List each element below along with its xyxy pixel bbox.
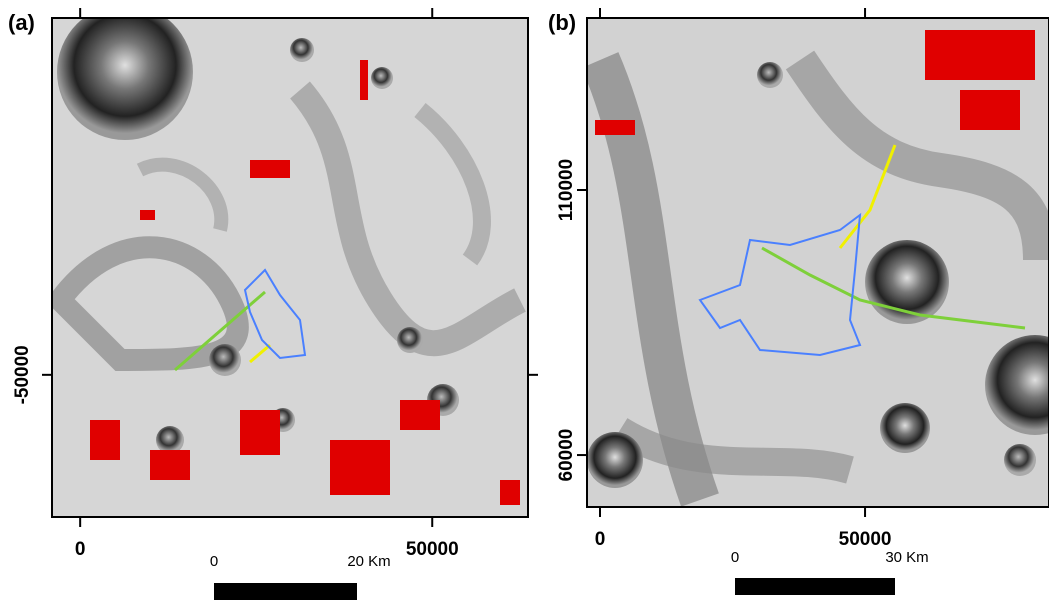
- y-tick-label: -50000: [12, 345, 33, 404]
- x-tick-label: 0: [595, 529, 606, 550]
- scale-bar: [214, 583, 357, 600]
- terrain-b: [587, 18, 1049, 507]
- panel-label: (a): [8, 10, 35, 35]
- scale-bar: [735, 578, 895, 595]
- terrain-a: [52, 4, 528, 517]
- scale-bar-start: 0: [210, 553, 218, 570]
- scale-bar-end: 20 Km: [347, 553, 390, 570]
- figure: (a) 0 50000 -50000 0 20 Km (b) 0 50000 110000 6000…: [0, 0, 1049, 602]
- y-tick-label: 60000: [556, 429, 577, 482]
- x-tick-label: 0: [75, 539, 86, 560]
- x-tick-label: 50000: [839, 529, 892, 550]
- scale-bar-end: 30 Km: [885, 549, 928, 566]
- y-tick-label: 110000: [556, 159, 577, 221]
- scale-bar-start: 0: [731, 549, 739, 566]
- x-tick-label: 50000: [406, 539, 459, 560]
- panel-label: (b): [548, 10, 576, 35]
